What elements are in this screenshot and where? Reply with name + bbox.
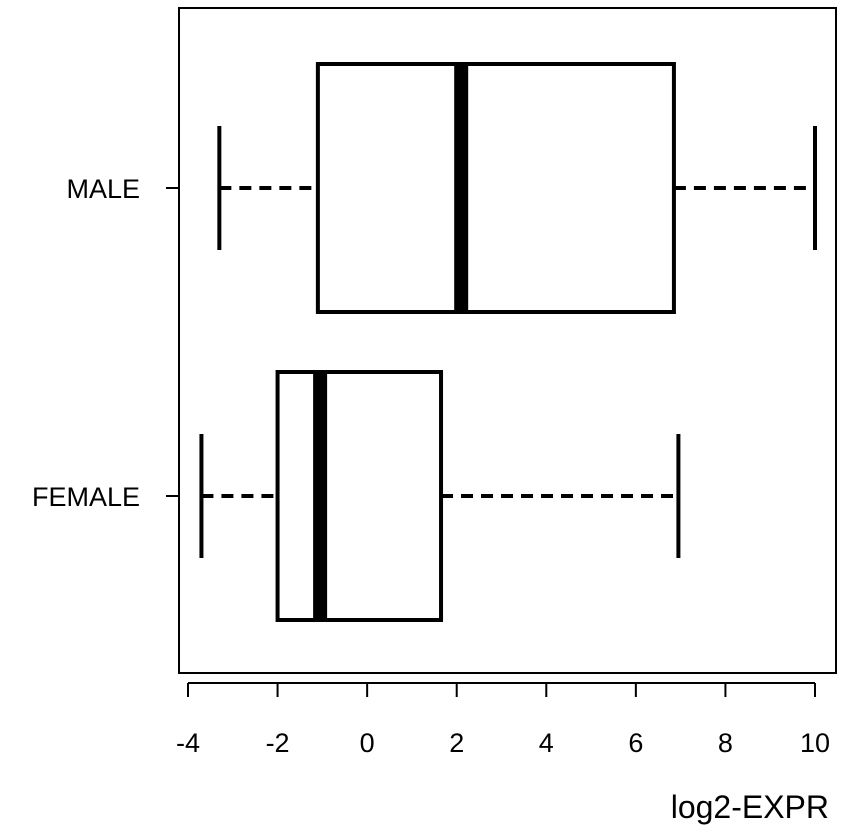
iqr-box-female [275,370,444,622]
box-female [199,370,681,622]
x-tick-label: 4 [539,728,554,758]
x-tick-label: 6 [628,728,643,758]
y-axis: MALE FEMALE [32,174,179,512]
x-tick-label: -2 [266,728,290,758]
iqr-box-male [315,62,676,314]
x-axis-title: log2-EXPR [671,789,829,825]
x-axis: -4 -2 0 2 4 6 8 10 [176,682,830,758]
box-male [217,62,817,314]
x-tick-label: 10 [800,728,830,758]
y-category-label: MALE [66,174,140,204]
y-category-label: FEMALE [32,482,140,512]
x-tick-label: 8 [718,728,733,758]
plot-frame [178,7,837,674]
boxes-layer [199,62,817,622]
x-tick-label: -4 [176,728,200,758]
x-tick-label: 2 [449,728,464,758]
x-tick-label: 0 [360,728,375,758]
